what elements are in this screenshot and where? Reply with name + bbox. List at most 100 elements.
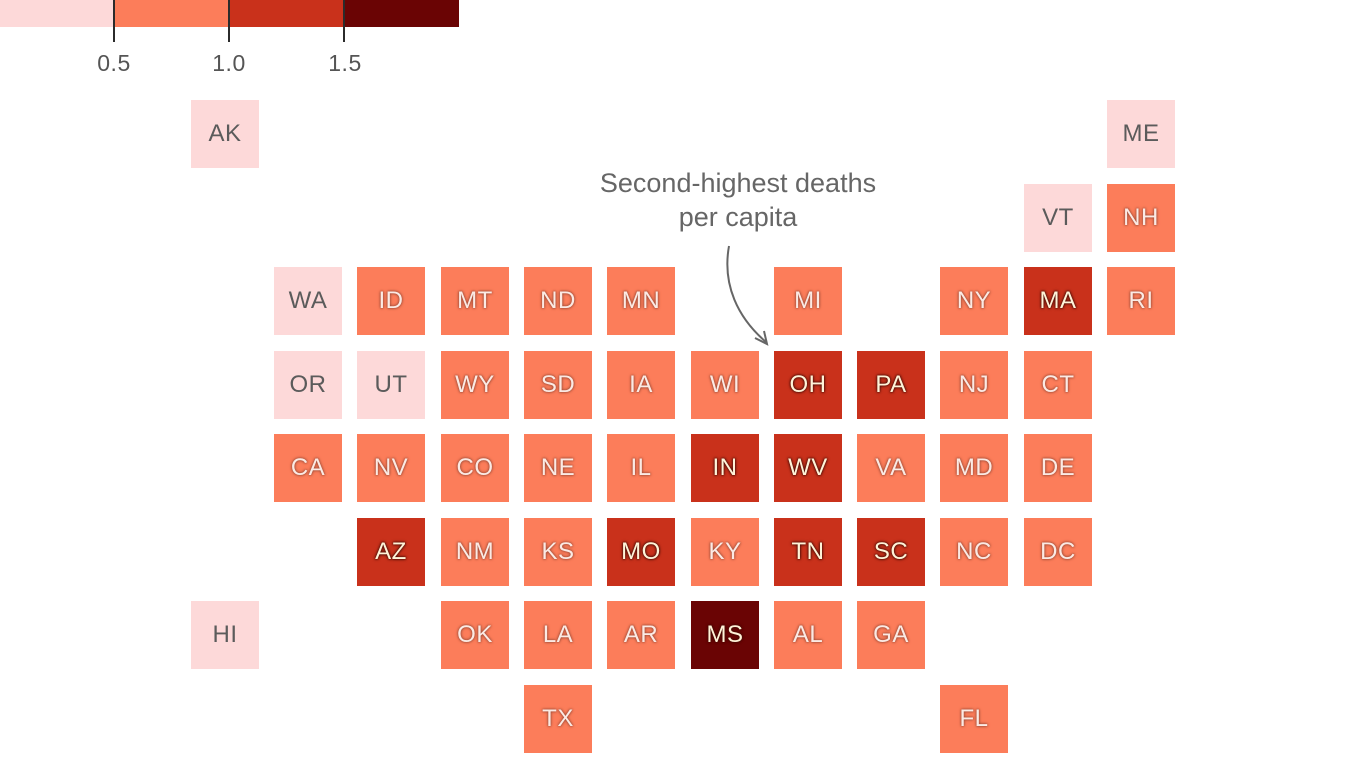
state-label: AL xyxy=(792,621,824,648)
state-label: NH xyxy=(1123,204,1159,231)
state-tile-la: LA xyxy=(524,601,592,669)
state-tile-ia: IA xyxy=(607,351,675,419)
state-tile-id: ID xyxy=(357,267,425,335)
state-tile-tn: TN xyxy=(774,518,842,586)
state-tile-dc: DC xyxy=(1024,518,1092,586)
state-label: CA xyxy=(290,454,326,481)
state-label: DE xyxy=(1040,454,1076,481)
state-label: SD xyxy=(540,371,576,398)
state-tile-mo: MO xyxy=(607,518,675,586)
state-label: KY xyxy=(708,538,742,565)
state-label: AR xyxy=(623,621,659,648)
state-label: OK xyxy=(457,621,493,648)
state-label: NV xyxy=(373,454,409,481)
state-tile-mn: MN xyxy=(607,267,675,335)
state-tile-va: VA xyxy=(857,434,925,502)
state-tile-ny: NY xyxy=(940,267,1008,335)
state-tile-wv: WV xyxy=(774,434,842,502)
legend-tick-label: 0.5 xyxy=(97,50,131,76)
state-label: SC xyxy=(873,538,909,565)
state-label: TN xyxy=(791,538,825,565)
state-tile-ga: GA xyxy=(857,601,925,669)
legend-tick-label: 1.0 xyxy=(212,50,246,76)
legend-tick-label: 1.5 xyxy=(328,50,362,76)
state-tile-tx: TX xyxy=(524,685,592,753)
state-label: MS xyxy=(706,621,744,648)
state-label: ME xyxy=(1122,120,1160,147)
state-label: OR xyxy=(289,371,327,398)
state-tile-ks: KS xyxy=(524,518,592,586)
state-tile-nh: NH xyxy=(1107,184,1175,252)
state-tile-fl: FL xyxy=(940,685,1008,753)
state-tile-il: IL xyxy=(607,434,675,502)
state-tile-nc: NC xyxy=(940,518,1008,586)
state-label: OH xyxy=(789,371,827,398)
state-tile-oh: OH xyxy=(774,351,842,419)
state-tile-pa: PA xyxy=(857,351,925,419)
state-label: PA xyxy=(875,371,907,398)
state-tile-nm: NM xyxy=(441,518,509,586)
state-label: WA xyxy=(288,287,328,314)
state-label: VA xyxy=(875,454,907,481)
state-label: KS xyxy=(541,538,575,565)
state-label: IL xyxy=(630,454,652,481)
state-tile-nj: NJ xyxy=(940,351,1008,419)
state-label: CO xyxy=(456,454,494,481)
state-tile-in: IN xyxy=(691,434,759,502)
state-tile-ca: CA xyxy=(274,434,342,502)
state-tile-md: MD xyxy=(940,434,1008,502)
state-label: MD xyxy=(954,454,994,481)
state-label: MA xyxy=(1039,287,1077,314)
state-label: MN xyxy=(621,287,661,314)
state-label: NE xyxy=(540,454,576,481)
state-label: RI xyxy=(1128,287,1154,314)
state-label: AK xyxy=(208,120,242,147)
legend-swatch-bin-2 xyxy=(229,0,344,27)
state-tile-nd: ND xyxy=(524,267,592,335)
state-tile-mi: MI xyxy=(774,267,842,335)
state-tile-al: AL xyxy=(774,601,842,669)
state-tile-hi: HI xyxy=(191,601,259,669)
state-label: AZ xyxy=(375,538,407,565)
annotation-line-1: Second-highest deaths xyxy=(599,168,877,198)
state-label: NC xyxy=(956,538,992,565)
state-label: UT xyxy=(374,371,408,398)
state-tile-me: ME xyxy=(1107,100,1175,168)
state-tile-ar: AR xyxy=(607,601,675,669)
state-label: MO xyxy=(621,538,661,565)
legend-tick-mark xyxy=(228,0,230,42)
state-tile-nv: NV xyxy=(357,434,425,502)
state-label: LA xyxy=(542,621,574,648)
state-tile-ri: RI xyxy=(1107,267,1175,335)
state-tile-az: AZ xyxy=(357,518,425,586)
state-tile-co: CO xyxy=(441,434,509,502)
state-label: TX xyxy=(542,705,574,732)
state-label: HI xyxy=(212,621,238,648)
legend-swatch-bin-1 xyxy=(114,0,229,27)
color-legend: 0.5 1.0 1.5 xyxy=(0,0,460,90)
state-label: IA xyxy=(629,371,653,398)
state-tile-wa: WA xyxy=(274,267,342,335)
state-tile-ct: CT xyxy=(1024,351,1092,419)
state-label: WI xyxy=(709,371,741,398)
state-label: ID xyxy=(378,287,404,314)
state-label: MI xyxy=(794,287,822,314)
state-tile-de: DE xyxy=(1024,434,1092,502)
state-tile-wi: WI xyxy=(691,351,759,419)
state-label: CT xyxy=(1041,371,1075,398)
state-label: NY xyxy=(956,287,992,314)
legend-tick-mark xyxy=(113,0,115,42)
state-label: DC xyxy=(1040,538,1076,565)
state-tile-ma: MA xyxy=(1024,267,1092,335)
state-tile-ky: KY xyxy=(691,518,759,586)
state-tile-vt: VT xyxy=(1024,184,1092,252)
state-label: ND xyxy=(540,287,576,314)
annotation-line-2: per capita xyxy=(678,202,798,232)
state-tile-ok: OK xyxy=(441,601,509,669)
state-tile-ne: NE xyxy=(524,434,592,502)
state-tile-wy: WY xyxy=(441,351,509,419)
state-label: VT xyxy=(1042,204,1074,231)
state-label: NM xyxy=(455,538,495,565)
state-label: WY xyxy=(455,371,495,398)
